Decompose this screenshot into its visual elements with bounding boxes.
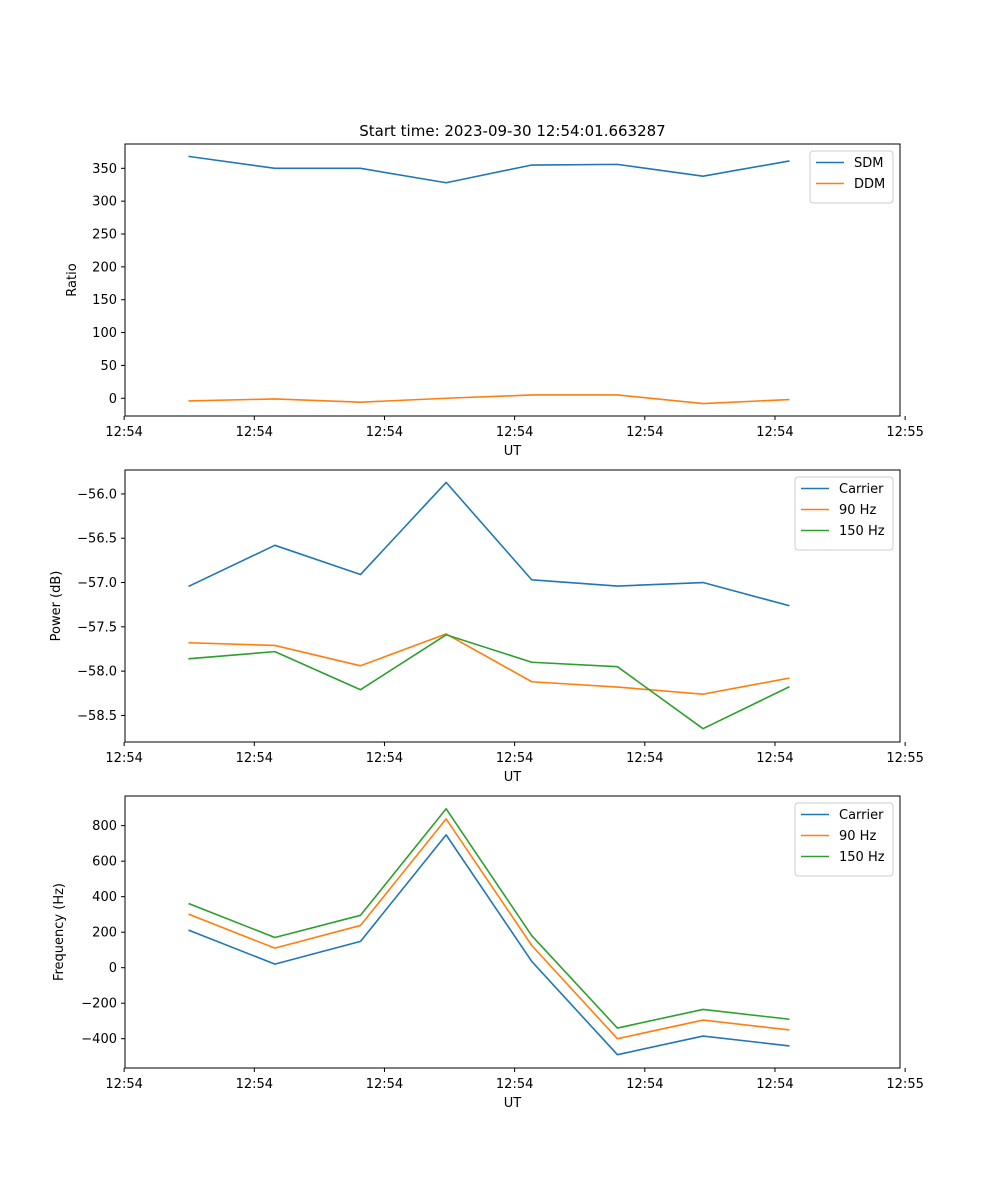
x-tick-label: 12:54 <box>105 1077 142 1092</box>
x-tick-label: 12:54 <box>366 425 403 440</box>
y-tick-label: 600 <box>92 855 117 870</box>
y-axis-label: Frequency (Hz) <box>52 883 67 981</box>
legend-label-90-hz: 90 Hz <box>839 829 876 844</box>
y-tick-label: −400 <box>81 1032 117 1047</box>
y-tick-label: −58.0 <box>77 665 117 680</box>
legend-box <box>794 802 894 877</box>
y-tick-label: 800 <box>92 819 117 834</box>
y-tick-label: −57.0 <box>77 576 117 591</box>
legend: SDM DDM <box>809 150 894 204</box>
legend-box <box>794 476 894 551</box>
y-tick-label: 350 <box>92 162 117 177</box>
axes-frame <box>124 469 901 743</box>
figure-title: Start time: 2023-09-30 12:54:01.663287 <box>359 122 665 140</box>
x-tick-label: 12:54 <box>626 1077 663 1092</box>
x-tick-label: 12:54 <box>626 751 663 766</box>
series-line-150-hz <box>188 633 790 730</box>
y-tick-label: 150 <box>92 293 117 308</box>
x-axis-label: UT <box>504 770 522 785</box>
y-tick-label: 250 <box>92 228 117 243</box>
x-axis-label: UT <box>504 444 522 459</box>
x-tick-label: 12:54 <box>236 1077 273 1092</box>
legend: Carrier 90 Hz 150 Hz <box>794 476 894 551</box>
legend-label-carrier: Carrier <box>839 482 884 497</box>
series-line-carrier <box>188 834 790 1056</box>
series-line-carrier <box>188 481 790 607</box>
legend-label-150-hz: 150 Hz <box>839 524 885 539</box>
legend-box <box>809 150 894 204</box>
x-tick-label: 12:54 <box>756 425 793 440</box>
x-tick-label: 12:54 <box>496 1077 533 1092</box>
y-tick-label: −200 <box>81 997 117 1012</box>
x-tick-label: 12:54 <box>366 1077 403 1092</box>
legend-label-ddm: DDM <box>854 177 885 192</box>
y-tick-label: −58.5 <box>77 709 117 724</box>
x-tick-label: 12:55 <box>886 751 923 766</box>
y-tick-label: −56.0 <box>77 487 117 502</box>
y-tick-label: 300 <box>92 195 117 210</box>
x-tick-label: 12:54 <box>756 1077 793 1092</box>
series-line-sdm <box>188 155 790 184</box>
series-line-90-hz <box>188 818 790 1040</box>
legend: Carrier 90 Hz 150 Hz <box>794 802 894 877</box>
x-tick-label: 12:54 <box>626 425 663 440</box>
y-tick-label: 0 <box>109 961 117 976</box>
x-axis-label: UT <box>504 1096 522 1111</box>
y-axis-label: Power (dB) <box>49 571 64 642</box>
y-tick-label: 100 <box>92 326 117 341</box>
x-tick-label: 12:54 <box>496 425 533 440</box>
legend-label-90-hz: 90 Hz <box>839 503 876 518</box>
x-tick-label: 12:54 <box>236 425 273 440</box>
series-line-90-hz <box>188 633 790 695</box>
x-tick-label: 12:54 <box>105 751 142 766</box>
x-tick-label: 12:54 <box>756 751 793 766</box>
y-tick-label: 200 <box>92 926 117 941</box>
x-tick-label: 12:55 <box>886 1077 923 1092</box>
legend-label-sdm: SDM <box>854 156 883 171</box>
x-tick-label: 12:54 <box>366 751 403 766</box>
legend-label-carrier: Carrier <box>839 808 884 823</box>
y-tick-label: 50 <box>100 359 117 374</box>
y-tick-label: −57.5 <box>77 620 117 635</box>
x-tick-label: 12:54 <box>236 751 273 766</box>
y-axis-label: Ratio <box>65 263 80 296</box>
y-tick-label: −56.5 <box>77 532 117 547</box>
legend-label-150-hz: 150 Hz <box>839 850 885 865</box>
x-tick-label: 12:54 <box>496 751 533 766</box>
chart-panel-2: 12:54 12:54 12:54 12:54 12:54 12:54 12:55 −56.0… <box>49 469 924 785</box>
x-tick-label: 12:54 <box>105 425 142 440</box>
y-tick-label: 400 <box>92 890 117 905</box>
series-line-150-hz <box>188 807 790 1029</box>
chart-panel-3: 12:54 12:54 12:54 12:54 12:54 12:54 12:55 −400 −… <box>52 795 924 1111</box>
y-tick-label: 200 <box>92 260 117 275</box>
y-tick-label: 0 <box>109 392 117 407</box>
series-line-ddm <box>188 394 790 405</box>
axes-frame <box>124 143 901 417</box>
chart-panel-1: 12:54 12:54 12:54 12:54 12:54 12:54 12:55 0 50 10… <box>65 143 924 459</box>
x-tick-label: 12:55 <box>886 425 923 440</box>
